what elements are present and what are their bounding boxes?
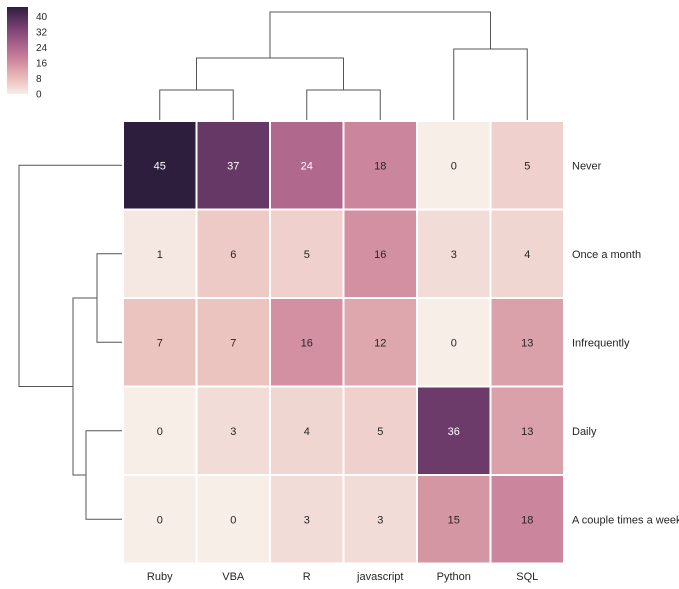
colorbar-tick-label: 0 (36, 90, 42, 101)
row-label: Once a month (572, 249, 641, 261)
dendrogram-link (306, 89, 381, 121)
heatmap-cell (195, 208, 271, 299)
cell-value-label: 3 (377, 514, 383, 526)
dendrogram-link (85, 430, 123, 520)
row-labels: Never Once a month Infrequently Daily A coup… (572, 160, 679, 526)
colorbar-tick-label: 40 (36, 12, 48, 23)
cell-value-label: 6 (230, 249, 236, 261)
colorbar-tick-label: 24 (36, 43, 48, 54)
cell-value-label: 3 (304, 514, 310, 526)
cell-value-label: 18 (374, 160, 386, 172)
heatmap-cell (489, 297, 565, 388)
heatmap-cell (269, 385, 345, 476)
column-label: javascript (356, 571, 403, 583)
row-dendrogram (18, 164, 123, 520)
cell-value-label: 4 (524, 249, 530, 261)
colorbar-tick-label: 8 (36, 74, 42, 85)
colorbar: 40 32 24 16 8 0 (7, 7, 48, 101)
column-label: SQL (516, 571, 538, 583)
column-dendrogram (159, 11, 528, 121)
dendrogram-link (96, 253, 123, 343)
cell-value-label: 4 (304, 426, 310, 438)
cell-value-label: 13 (521, 337, 533, 349)
heatmap-cell (195, 297, 271, 388)
heatmap-cell (122, 385, 198, 476)
cell-value-label: 1 (157, 249, 163, 261)
cell-value-label: 24 (301, 160, 313, 172)
column-label: Ruby (147, 571, 173, 583)
cell-value-label: 13 (521, 426, 533, 438)
cell-value-label: 5 (524, 160, 530, 172)
cell-value-label: 0 (230, 514, 236, 526)
cell-value-label: 12 (374, 337, 386, 349)
cell-value-label: 16 (301, 337, 313, 349)
cell-value-label: 37 (227, 160, 239, 172)
column-label: VBA (222, 571, 245, 583)
cell-value-label: 7 (157, 337, 163, 349)
dendrogram-link (159, 89, 234, 121)
cell-value-label: 3 (451, 249, 457, 261)
dendrogram-link (196, 57, 344, 90)
heatmap-cell (416, 474, 492, 565)
dendrogram-link (269, 11, 491, 58)
row-label: Never (572, 160, 602, 172)
cell-value-label: 5 (377, 426, 383, 438)
cell-value-label: 45 (154, 160, 166, 172)
cell-value-label: 0 (157, 514, 163, 526)
cell-value-label: 16 (374, 249, 386, 261)
row-label: Daily (572, 426, 597, 438)
heatmap-cell (342, 297, 418, 388)
colorbar-tick-label: 16 (36, 59, 48, 70)
heatmap-cell (342, 474, 418, 565)
heatmap-cell (342, 208, 418, 299)
heatmap-cell (416, 385, 492, 476)
dendrogram-link (72, 297, 97, 476)
column-label: Python (437, 571, 471, 583)
heatmap-cell (122, 120, 198, 211)
cell-value-label: 0 (157, 426, 163, 438)
cell-value-label: 7 (230, 337, 236, 349)
heatmap-cell (122, 474, 198, 565)
heatmap-cell (489, 208, 565, 299)
cell-value-label: 15 (448, 514, 460, 526)
dendrogram-link (453, 48, 528, 121)
heatmap-cells: 45 37 24 18 0 51 6 5 16 3 47 7 16 12 0 130 3 4 5 36 130 0 3 3 15… (122, 120, 565, 565)
heatmap-cell (489, 474, 565, 565)
heatmap-cell (195, 120, 271, 211)
column-label: R (303, 571, 311, 583)
heatmap-cell (416, 297, 492, 388)
cell-value-label: 5 (304, 249, 310, 261)
cell-value-label: 0 (451, 337, 457, 349)
heatmap-cell (269, 474, 345, 565)
heatmap-cell (489, 120, 565, 211)
colorbar-tick-label: 32 (36, 28, 48, 39)
cell-value-label: 3 (230, 426, 236, 438)
cell-value-label: 36 (448, 426, 460, 438)
row-label: A couple times a week (572, 514, 679, 526)
cell-value-label: 18 (521, 514, 533, 526)
colorbar-gradient (7, 7, 28, 94)
cell-value-label: 0 (451, 160, 457, 172)
heatmap-cell (489, 385, 565, 476)
heatmap-cell (195, 385, 271, 476)
heatmap-cell (342, 385, 418, 476)
row-label: Infrequently (572, 337, 630, 349)
dendrogram-link (18, 164, 123, 387)
